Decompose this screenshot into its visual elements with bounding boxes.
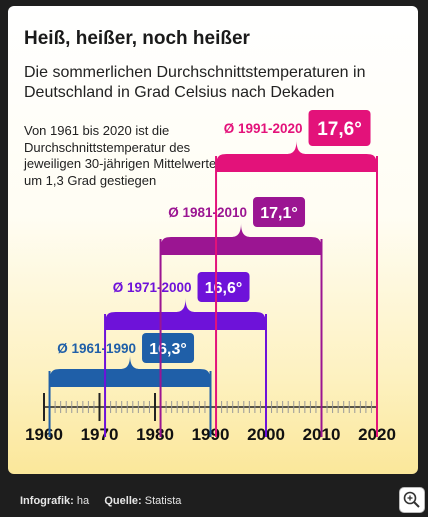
period-label: Ø 1961-1990 xyxy=(57,341,136,356)
value-label: 17,6° xyxy=(317,119,362,140)
value-box xyxy=(197,272,250,302)
infografik-value: ha xyxy=(76,495,90,507)
value-box xyxy=(253,197,306,227)
x-tick-label: 1970 xyxy=(81,425,119,444)
x-tick-label: 1980 xyxy=(136,425,174,444)
x-tick-label: 1960 xyxy=(25,425,63,444)
period-label: Ø 1991-2020 xyxy=(224,121,303,136)
value-label: 16,3° xyxy=(149,341,187,358)
period-label: Ø 1981-2010 xyxy=(168,205,247,220)
zoom-in-button[interactable] xyxy=(399,487,425,513)
page-title: Heiß, heißer, noch heißer xyxy=(24,28,250,49)
quelle-value: Statista xyxy=(144,495,182,507)
value-box xyxy=(142,333,195,363)
chart-annotation: Von 1961 bis 2020 ist die Durchschnittst… xyxy=(24,123,223,188)
period-brace xyxy=(216,140,377,172)
value-box xyxy=(308,110,371,146)
footer: Infografik: ha Quelle: Statista xyxy=(20,495,181,507)
quelle-label: Quelle: xyxy=(104,495,142,507)
period-label: Ø 1971-2000 xyxy=(113,280,192,295)
period-brace xyxy=(49,355,211,387)
infographic-card: Heiß, heißer, noch heißer Die sommerlich… xyxy=(8,6,418,474)
period-brace xyxy=(105,298,266,330)
zoom-in-icon xyxy=(403,491,420,508)
page-subtitle: Die sommerlichen Durchschnittstemperatur… xyxy=(24,64,366,101)
period-brace xyxy=(160,223,322,255)
infografik-label: Infografik: xyxy=(20,495,74,507)
value-label: 17,1° xyxy=(260,205,298,222)
value-label: 16,6° xyxy=(205,280,243,297)
